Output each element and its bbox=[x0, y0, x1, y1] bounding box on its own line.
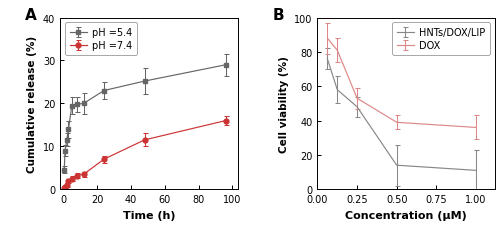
Legend: HNTs/DOX/LIP, DOX: HNTs/DOX/LIP, DOX bbox=[392, 23, 490, 56]
Legend: pH =5.4, pH =7.4: pH =5.4, pH =7.4 bbox=[65, 23, 137, 56]
X-axis label: Time (h): Time (h) bbox=[122, 210, 175, 220]
Text: A: A bbox=[24, 8, 36, 23]
Text: B: B bbox=[273, 8, 284, 23]
X-axis label: Concentration (μM): Concentration (μM) bbox=[346, 210, 467, 220]
Y-axis label: Cumulative release (%): Cumulative release (%) bbox=[27, 36, 37, 172]
Y-axis label: Cell viability (%): Cell viability (%) bbox=[278, 56, 288, 152]
